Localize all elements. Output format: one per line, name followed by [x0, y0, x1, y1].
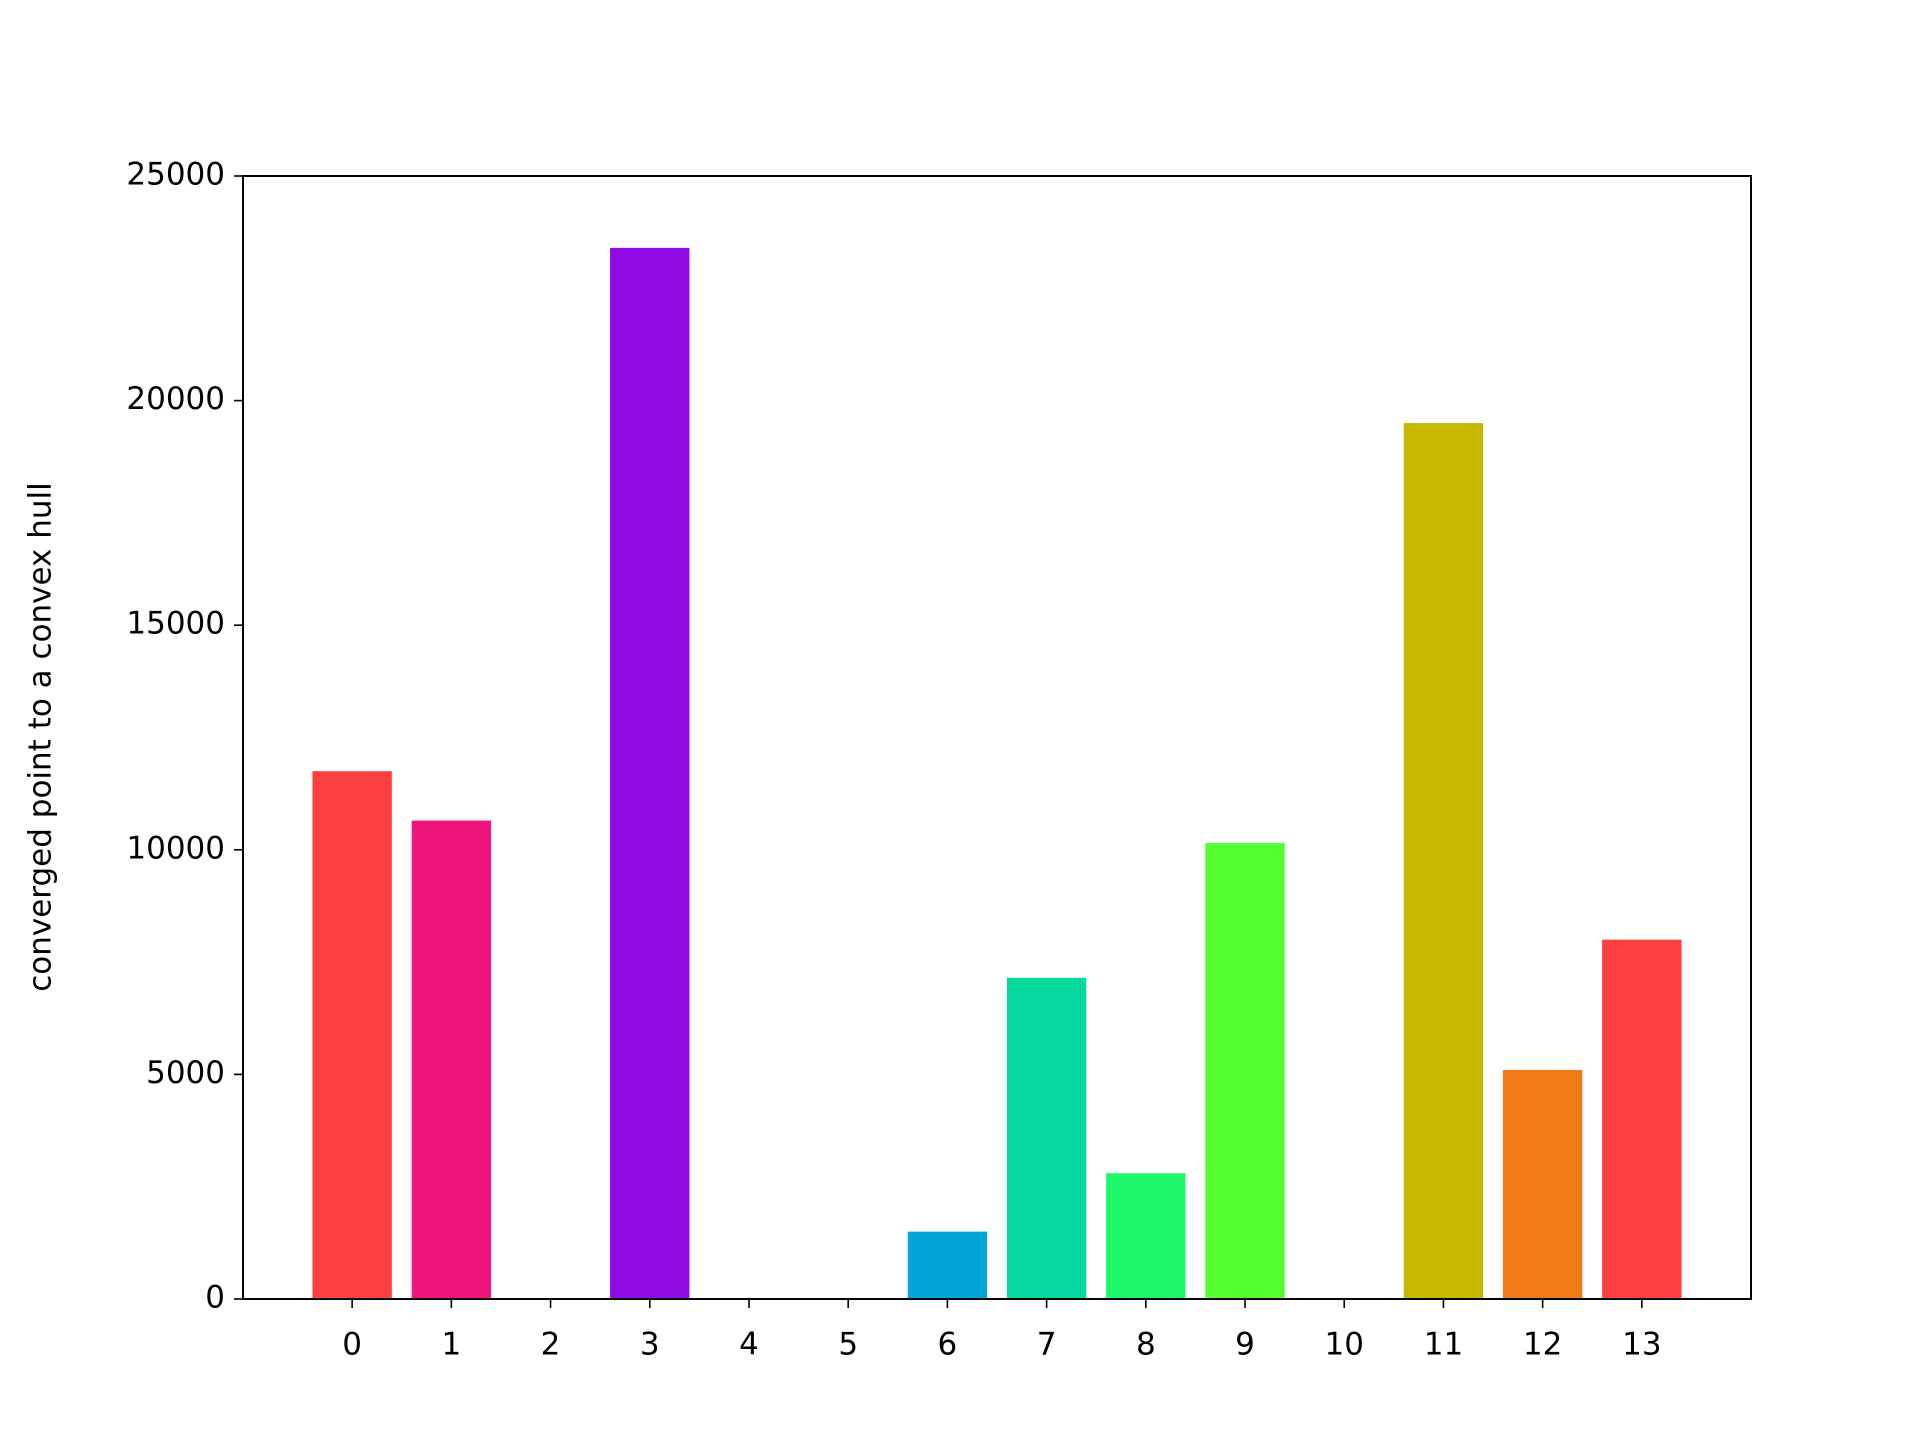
x-tick-label: 2	[541, 1327, 561, 1363]
y-tick-label: 5000	[146, 1055, 225, 1091]
bar	[1602, 939, 1682, 1299]
x-tick-label: 8	[1136, 1327, 1156, 1363]
y-tick-label: 10000	[126, 830, 225, 866]
bar	[907, 1231, 988, 1299]
bar	[1006, 977, 1087, 1299]
plot-frame	[242, 175, 1752, 1300]
bar	[610, 247, 690, 1300]
bar	[312, 771, 392, 1299]
bar	[1106, 1173, 1186, 1299]
y-tick-label: 20000	[126, 381, 225, 417]
x-tick-label: 13	[1622, 1327, 1661, 1363]
x-tick-label: 5	[838, 1327, 858, 1363]
x-tick-label: 9	[1235, 1327, 1255, 1363]
bar	[1502, 1069, 1583, 1299]
x-tick-label: 11	[1424, 1327, 1463, 1363]
bar	[1205, 843, 1285, 1299]
x-tick-label: 0	[342, 1327, 362, 1363]
x-tick-label: 4	[739, 1327, 759, 1363]
x-tick-label: 6	[938, 1327, 958, 1363]
bar	[1403, 423, 1484, 1299]
y-axis-label: converged point to a convex hull	[23, 482, 59, 992]
x-tick-label: 7	[1037, 1327, 1057, 1363]
y-tick-label: 15000	[126, 606, 225, 642]
y-tick-label: 0	[205, 1280, 225, 1316]
bar	[411, 820, 492, 1299]
x-tick-label: 3	[640, 1327, 660, 1363]
x-tick-label: 10	[1325, 1327, 1364, 1363]
x-tick-label: 1	[441, 1327, 461, 1363]
y-tick-label: 25000	[126, 157, 225, 193]
x-tick-label: 12	[1523, 1327, 1562, 1363]
